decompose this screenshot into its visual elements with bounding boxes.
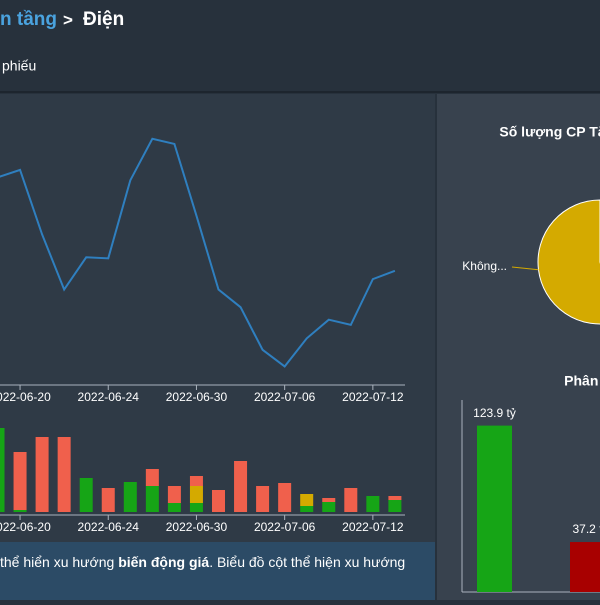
x-tick-label: 2022-06-20 (0, 390, 51, 404)
left-panel (0, 94, 435, 600)
volume-bar (189, 486, 203, 503)
caption: thể hiển xu hướng biến động giá. Biểu đồ… (0, 554, 405, 570)
volume-bar (79, 478, 93, 512)
x-tick-label: 2022-07-12 (342, 520, 404, 534)
x-tick-label: 2022-06-30 (166, 390, 228, 404)
bar-title: Phân bổ d (564, 373, 600, 389)
bar-label: 123.9 tỷ (473, 406, 516, 420)
x-tick-label: 2022-06-20 (0, 520, 51, 534)
volume-bar (0, 428, 5, 512)
right-panel (437, 94, 600, 600)
pie-title: Số lượng CP Tăng, (499, 124, 600, 140)
volume-bar (322, 498, 336, 502)
x-tick-label: 2022-06-30 (166, 520, 228, 534)
volume-bar (167, 503, 181, 512)
pie-leader (511, 266, 539, 271)
pie-label: Không... (462, 259, 507, 273)
caption-text: thể hiển xu hướng (0, 554, 118, 570)
caption-text: . Biểu đồ cột thể hiện xu hướng (209, 554, 405, 570)
volume-bar (13, 510, 27, 512)
breadcrumb-link[interactable]: n tầng (0, 9, 57, 30)
volume-bar (189, 503, 203, 512)
volume-bar (300, 494, 314, 506)
x-tick-label: 2022-07-12 (342, 390, 404, 404)
x-tick-label: 2022-07-06 (254, 520, 316, 534)
caption-bg (0, 542, 435, 600)
volume-bar (145, 486, 159, 512)
x-tick-label: 2022-06-24 (78, 390, 140, 404)
volume-bar (35, 437, 49, 512)
volume-bar (123, 482, 137, 512)
x-tick-label: 2022-07-06 (254, 390, 316, 404)
volume-bar (278, 483, 292, 512)
tab[interactable]: phiếu (2, 58, 36, 74)
price-line (0, 137, 396, 368)
volume-bar (388, 500, 402, 512)
header-bg (0, 0, 600, 92)
bar (477, 425, 512, 592)
volume-bar (344, 488, 358, 512)
x-tick-label: 2022-06-24 (78, 520, 140, 534)
breadcrumb-separator: > (63, 10, 73, 29)
volume-bar (57, 437, 71, 512)
breadcrumb-current: Điện (83, 9, 124, 30)
volume-bar (13, 452, 27, 510)
volume-bar (388, 496, 402, 500)
volume-bar (101, 488, 115, 512)
bar (570, 542, 600, 592)
caption-bold: biến động giá (118, 554, 209, 570)
volume-bar (145, 469, 159, 486)
volume-bar (300, 506, 314, 512)
volume-bar (189, 476, 203, 486)
volume-bar (256, 486, 270, 512)
volume-bar (212, 490, 225, 512)
volume-bar (234, 461, 248, 512)
volume-bar (167, 486, 181, 503)
volume-bar (366, 496, 380, 512)
bar-label: 37.2 t (572, 522, 600, 536)
pie-slice (537, 199, 600, 325)
volume-bar (322, 502, 336, 512)
